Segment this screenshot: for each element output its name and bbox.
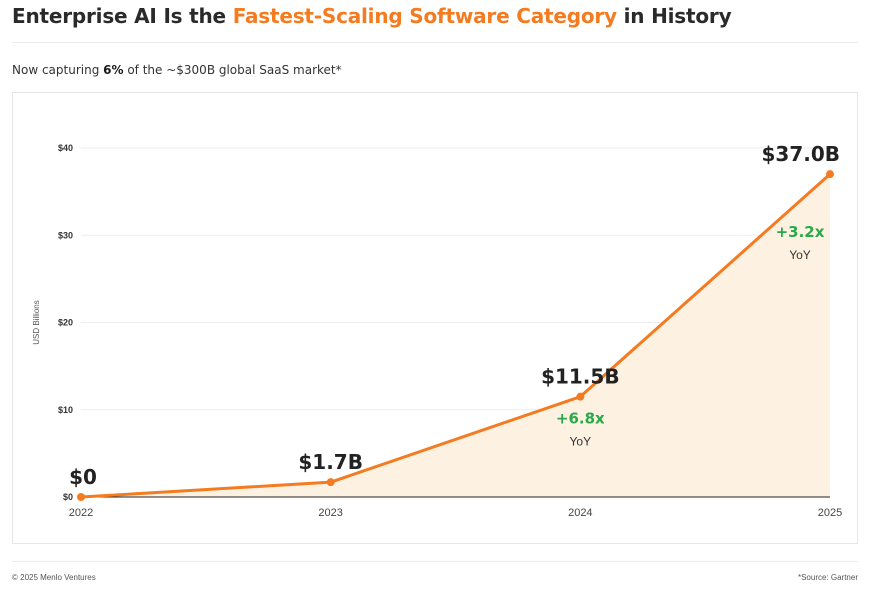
y-tick-label: $10 [58,405,73,415]
x-tick-label: 2024 [568,507,592,519]
y-tick-label: $40 [58,143,73,153]
subtitle-suffix: of the ~$300B global SaaS market* [123,63,342,77]
header-divider [12,42,858,43]
x-tick-label: 2023 [318,507,342,519]
y-tick-label: $0 [63,492,73,502]
data-point [576,392,585,401]
subtitle: Now capturing 6% of the ~$300B global Sa… [12,63,342,77]
y-tick-label: $20 [58,318,73,328]
revenue-area-chart: $0 $10 $20 $30 $40 USD Billions 2022 2023 2024 20… [32,142,842,519]
data-value-label: $0 [69,465,97,489]
subtitle-share: 6% [103,63,124,77]
growth-multiplier-label: +3.2x [776,223,825,241]
data-value-label: $37.0B [761,142,840,166]
title-accent: Fastest-Scaling Software Category [232,4,617,28]
data-value-label: $1.7B [298,450,363,474]
page-title: Enterprise AI Is the Fastest-Scaling Sof… [12,4,732,28]
data-point [826,170,834,179]
series-line [80,173,831,499]
title-suffix: in History [616,4,732,28]
growth-period-label: YoY [570,435,592,449]
chart-card: $0 $10 $20 $30 $40 USD Billions 2022 2023 2024 20… [12,92,858,544]
growth-period-label: YoY [789,248,811,262]
footer-divider [12,561,858,562]
source-note: *Source: Gartner [797,573,858,582]
data-point [77,493,85,501]
copyright-text: © 2025 Menlo Ventures [12,573,96,582]
area-fill [81,174,830,498]
title-prefix: Enterprise AI Is the [12,4,233,28]
x-tick-label: 2025 [818,507,842,519]
y-tick-label: $30 [58,230,73,240]
y-axis-label: USD Billions [32,300,41,344]
data-point [326,478,335,487]
subtitle-prefix: Now capturing [12,63,104,77]
data-value-label: $11.5B [541,365,620,389]
growth-multiplier-label: +6.8x [556,410,605,428]
x-tick-label: 2022 [69,507,93,519]
